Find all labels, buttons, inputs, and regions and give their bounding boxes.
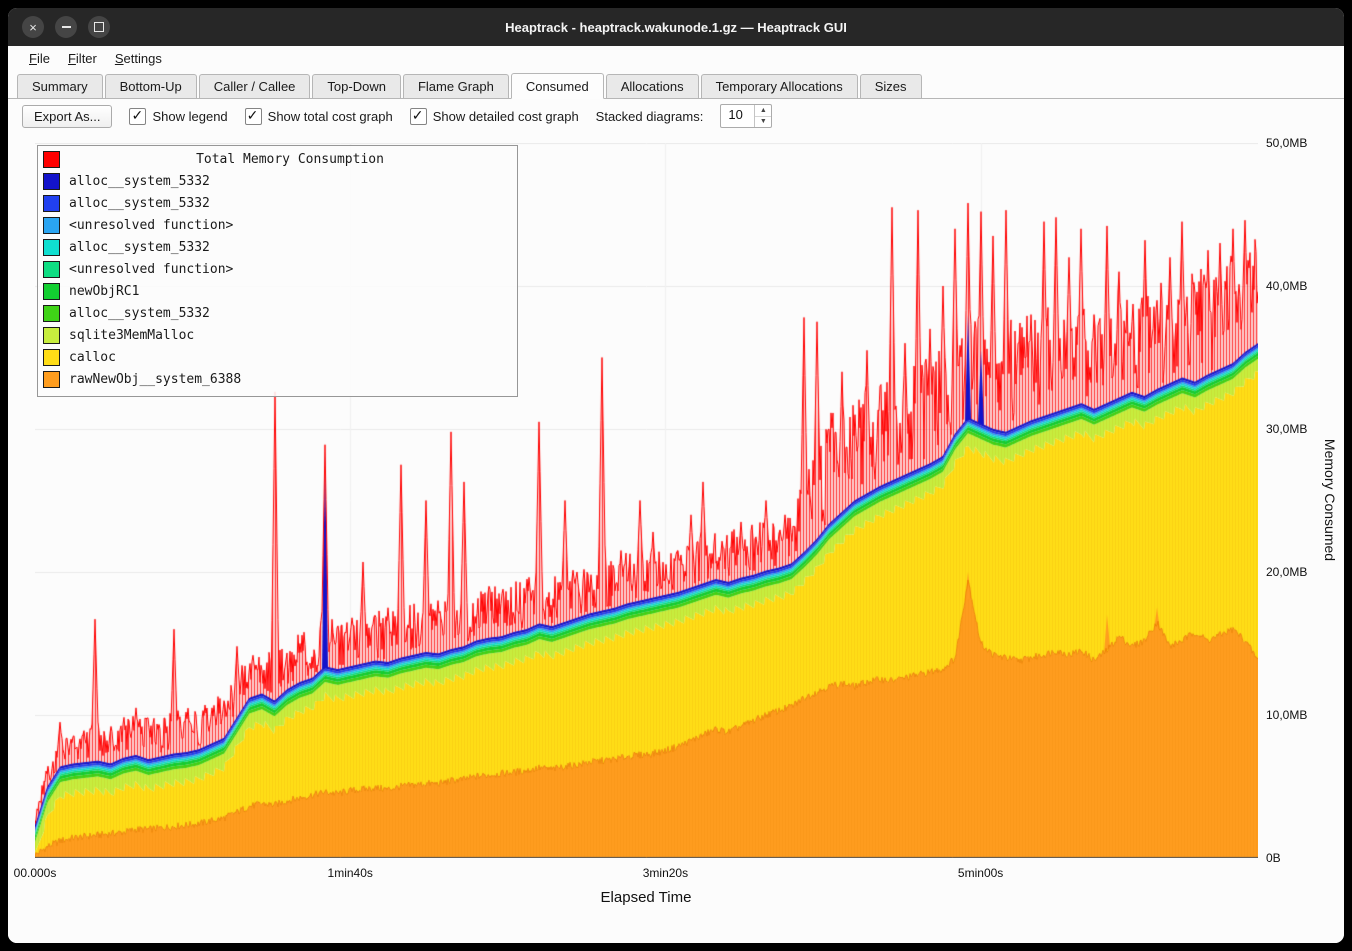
- y-axis-tick-label: 0B: [1266, 851, 1281, 865]
- legend-swatch-icon: [43, 326, 60, 344]
- legend-swatch-icon: [43, 150, 60, 168]
- y-axis-tick-label: 30,0MB: [1266, 422, 1308, 436]
- stacked-diagrams-spinner[interactable]: 10 ▲ ▼: [720, 104, 773, 128]
- checkbox-icon[interactable]: [244, 107, 262, 125]
- checkbox-icon[interactable]: [409, 107, 427, 125]
- legend-title-row: Total Memory Consumption: [43, 148, 511, 170]
- legend-swatch-icon: [43, 304, 60, 322]
- legend-item: alloc__system_5332: [43, 302, 511, 324]
- tab-temporary-allocations[interactable]: Temporary Allocations: [700, 74, 858, 98]
- legend-swatch-icon: [43, 282, 60, 300]
- spinner-up-button[interactable]: ▲: [755, 105, 772, 117]
- close-icon: ×: [29, 19, 37, 35]
- title-bar[interactable]: × Heaptrack - heaptrack.wakunode.1.gz — …: [8, 8, 1344, 46]
- legend-item: <unresolved function>: [43, 258, 511, 280]
- legend-item: rawNewObj__system_6388: [43, 368, 511, 390]
- spinner-buttons: ▲ ▼: [754, 105, 772, 128]
- window-title: Heaptrack - heaptrack.wakunode.1.gz — He…: [505, 19, 847, 35]
- x-axis-tick-label: 1min40s: [327, 866, 373, 880]
- legend-title: Total Memory Consumption: [196, 151, 384, 167]
- arrow-down-icon: ▼: [759, 118, 767, 126]
- y-axis-tick-label: 10,0MB: [1266, 708, 1308, 722]
- tab-summary[interactable]: Summary: [17, 74, 103, 98]
- show-legend-checkbox[interactable]: Show legend: [129, 107, 228, 125]
- y-axis-title: Memory Consumed: [1322, 438, 1338, 562]
- legend-swatch-icon: [43, 348, 60, 366]
- checkbox-label: Show total cost graph: [267, 108, 393, 124]
- tab-allocations[interactable]: Allocations: [605, 74, 699, 98]
- legend-swatch-icon: [43, 172, 60, 190]
- menu-file[interactable]: File: [29, 50, 50, 66]
- x-axis-tick-label: 5min00s: [957, 866, 1004, 880]
- legend-item: alloc__system_5332: [43, 170, 511, 192]
- legend-item-label: alloc__system_5332: [69, 195, 210, 211]
- tab-caller-callee[interactable]: Caller / Callee: [198, 74, 311, 98]
- checkbox-icon[interactable]: [129, 107, 147, 125]
- menu-bar: File Filter Settings: [8, 46, 1344, 70]
- close-button[interactable]: ×: [22, 16, 44, 38]
- tab-sizes[interactable]: Sizes: [859, 74, 922, 98]
- x-axis-tick-label: 3min20s: [642, 866, 689, 880]
- tab-bar: Summary Bottom-Up Caller / Callee Top-Do…: [8, 70, 1344, 99]
- legend-item-label: newObjRC1: [69, 283, 140, 299]
- tab-consumed[interactable]: Consumed: [510, 73, 604, 99]
- stacked-diagrams-label: Stacked diagrams:: [595, 108, 704, 124]
- legend-item-label: alloc__system_5332: [69, 305, 210, 321]
- app-window: × Heaptrack - heaptrack.wakunode.1.gz — …: [8, 8, 1344, 943]
- checkbox-label: Show legend: [152, 108, 228, 124]
- legend-item: alloc__system_5332: [43, 192, 511, 214]
- checkbox-label: Show detailed cost graph: [432, 108, 579, 124]
- consumed-chart-panel: Total Memory Consumption alloc__system_53…: [8, 133, 1344, 943]
- legend-item: calloc: [43, 346, 511, 368]
- show-total-cost-checkbox[interactable]: Show total cost graph: [244, 107, 393, 125]
- x-axis-title: Elapsed Time: [600, 889, 692, 906]
- legend-swatch-icon: [43, 370, 60, 388]
- legend-item: sqlite3MemMalloc: [43, 324, 511, 346]
- minimize-button[interactable]: [55, 16, 77, 38]
- menu-settings[interactable]: Settings: [114, 50, 162, 66]
- chart-legend: Total Memory Consumption alloc__system_53…: [37, 145, 518, 397]
- legend-swatch-icon: [43, 194, 60, 212]
- maximize-button[interactable]: [88, 16, 110, 38]
- chart-toolbar: Export As... Show legend Show total cost…: [8, 99, 1344, 133]
- spinner-value[interactable]: 10: [728, 107, 743, 122]
- show-detailed-cost-checkbox[interactable]: Show detailed cost graph: [409, 107, 579, 125]
- legend-swatch-icon: [43, 260, 60, 278]
- legend-item: newObjRC1: [43, 280, 511, 302]
- legend-item-label: <unresolved function>: [69, 217, 234, 233]
- spinner-down-button[interactable]: ▼: [755, 117, 771, 128]
- tab-bottom-up[interactable]: Bottom-Up: [104, 74, 197, 98]
- export-as-button[interactable]: Export As...: [22, 104, 113, 128]
- legend-item-label: alloc__system_5332: [69, 173, 210, 189]
- x-axis-tick-label: 00.000s: [13, 866, 57, 880]
- tab-top-down[interactable]: Top-Down: [312, 74, 401, 98]
- legend-swatch-icon: [43, 238, 60, 256]
- y-axis-tick-label: 50,0MB: [1266, 136, 1308, 150]
- menu-filter[interactable]: Filter: [67, 50, 97, 66]
- minimize-icon: [61, 26, 71, 28]
- window-controls: ×: [22, 8, 110, 46]
- y-axis-tick-label: 20,0MB: [1266, 565, 1308, 579]
- legend-item: alloc__system_5332: [43, 236, 511, 258]
- y-axis-tick-label: 40,0MB: [1266, 279, 1308, 293]
- legend-item-label: sqlite3MemMalloc: [69, 327, 195, 343]
- legend-item-label: <unresolved function>: [69, 261, 234, 277]
- legend-item-label: alloc__system_5332: [69, 239, 210, 255]
- legend-item-label: rawNewObj__system_6388: [69, 371, 242, 387]
- legend-item-label: calloc: [69, 349, 116, 365]
- tab-flame-graph[interactable]: Flame Graph: [402, 74, 509, 98]
- legend-item: <unresolved function>: [43, 214, 511, 236]
- legend-swatch-icon: [43, 216, 60, 234]
- arrow-up-icon: ▲: [759, 106, 767, 114]
- maximize-icon: [94, 22, 104, 32]
